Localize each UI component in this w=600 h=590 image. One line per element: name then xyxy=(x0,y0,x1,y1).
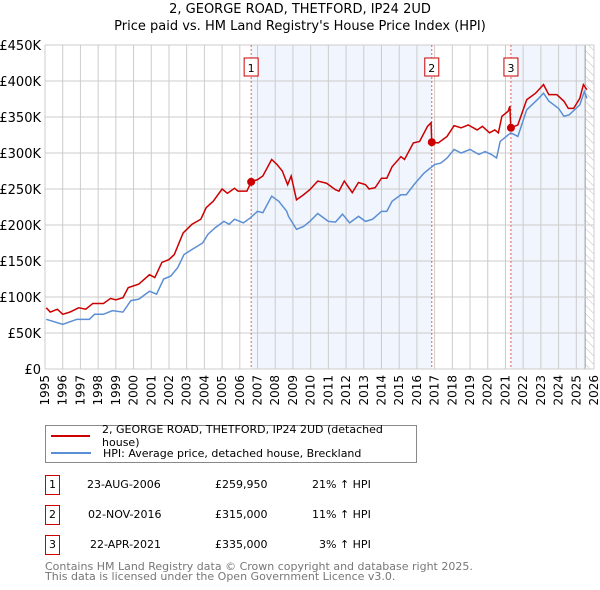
x-tick-label: 2022 xyxy=(516,375,530,406)
y-tick-label: £200K xyxy=(0,219,41,234)
x-tick-label: 2020 xyxy=(481,375,495,406)
x-tick-label: 1997 xyxy=(73,375,87,406)
y-tick-label: £100K xyxy=(0,291,41,306)
x-tick-label: 2011 xyxy=(321,375,335,406)
x-tick-label: 2010 xyxy=(304,375,318,406)
x-tick-label: 2003 xyxy=(180,375,194,406)
sale-price: £315,000 xyxy=(215,508,268,521)
x-tick-label: 2016 xyxy=(410,375,424,406)
sale-date: 22-APR-2021 xyxy=(90,538,162,551)
y-tick-label: £0 xyxy=(24,363,41,378)
sale-date: 02-NOV-2016 xyxy=(88,508,162,521)
legend: 2, GEORGE ROAD, THETFORD, IP24 2UD (deta… xyxy=(45,423,417,463)
x-tick-label: 2004 xyxy=(197,375,211,406)
series-line xyxy=(45,82,588,316)
x-tick-label: 2023 xyxy=(534,375,548,406)
sale-hpi-diff: 3% ↑ HPI xyxy=(319,538,371,551)
x-tick-label: 1998 xyxy=(91,375,105,406)
sale-marker-number: 3 xyxy=(507,62,514,75)
y-tick-label: £150K xyxy=(0,255,41,270)
sale-marker-box xyxy=(424,57,440,77)
sale-marker-label: 3 xyxy=(45,535,60,555)
y-tick-label: £450K xyxy=(0,39,41,54)
legend-label: HPI: Average price, detached house, Brec… xyxy=(103,446,362,460)
x-tick-label: 2008 xyxy=(268,375,282,406)
series-line xyxy=(46,89,588,326)
sale-price: £259,950 xyxy=(215,478,268,491)
legend-item-property: 2, GEORGE ROAD, THETFORD, IP24 2UD (deta… xyxy=(46,423,416,449)
sale-point xyxy=(427,138,436,147)
sale-price: £335,000 xyxy=(215,538,268,551)
x-tick-label: 1996 xyxy=(56,375,70,406)
red-line-swatch xyxy=(51,435,91,437)
footer-licence: This data is licensed under the Open Gov… xyxy=(45,570,396,583)
sale-marker-label: 2 xyxy=(45,505,60,525)
footer-copyright: Contains HM Land Registry data © Crown c… xyxy=(45,560,473,573)
x-tick-label: 2017 xyxy=(428,375,442,406)
y-tick-label: £350K xyxy=(0,111,41,126)
y-tick-label: £300K xyxy=(0,147,41,162)
legend-label: 2, GEORGE ROAD, THETFORD, IP24 2UD (deta… xyxy=(102,423,383,449)
x-tick-label: 2014 xyxy=(374,375,388,406)
x-tick-label: 2019 xyxy=(463,375,477,406)
sale-hpi-diff: 21% ↑ HPI xyxy=(312,478,371,491)
legend-item-hpi: HPI: Average price, detached house, Brec… xyxy=(46,445,361,461)
x-tick-label: 2002 xyxy=(162,375,176,406)
x-tick-label: 2026 xyxy=(587,375,600,406)
sale-marker-number: 1 xyxy=(248,62,255,75)
forecast-hatch xyxy=(585,45,594,369)
x-tick-label: 2012 xyxy=(339,375,353,406)
x-tick-label: 2005 xyxy=(215,375,229,406)
x-tick-label: 2006 xyxy=(233,375,247,406)
x-tick-label: 2000 xyxy=(127,375,141,406)
sale-date: 23-AUG-2006 xyxy=(87,478,161,491)
x-tick-label: 2007 xyxy=(251,375,265,406)
sale-marker-box xyxy=(243,57,259,77)
y-tick-label: £250K xyxy=(0,183,41,198)
x-tick-label: 1995 xyxy=(38,375,52,406)
sale-marker-number: 2 xyxy=(428,62,435,75)
sale-point xyxy=(506,123,515,132)
x-tick-label: 2025 xyxy=(569,375,583,406)
x-tick-label: 2024 xyxy=(552,375,566,406)
x-tick-label: 2015 xyxy=(392,375,406,406)
x-tick-label: 2021 xyxy=(498,375,512,406)
sale-hpi-diff: 11% ↑ HPI xyxy=(312,508,371,521)
x-tick-label: 2018 xyxy=(445,375,459,406)
blue-line-swatch xyxy=(51,452,91,454)
sale-marker-label: 1 xyxy=(45,475,60,495)
sale-marker-box xyxy=(503,57,519,77)
chart-title: 2, GEORGE ROAD, THETFORD, IP24 2UD xyxy=(169,2,431,17)
sale-point xyxy=(247,177,256,186)
x-tick-label: 2013 xyxy=(357,375,371,406)
shaded-region xyxy=(251,45,432,369)
x-tick-label: 2009 xyxy=(286,375,300,406)
x-tick-label: 2001 xyxy=(144,375,158,406)
y-tick-label: £400K xyxy=(0,75,41,90)
price-chart: 1995 1996 1997 1998 1999 2000 2001 2002 2003 2004… xyxy=(0,39,600,406)
x-tick-label: 1999 xyxy=(109,375,123,406)
y-tick-label: £50K xyxy=(8,327,42,342)
chart-subtitle: Price paid vs. HM Land Registry's House … xyxy=(114,19,486,34)
